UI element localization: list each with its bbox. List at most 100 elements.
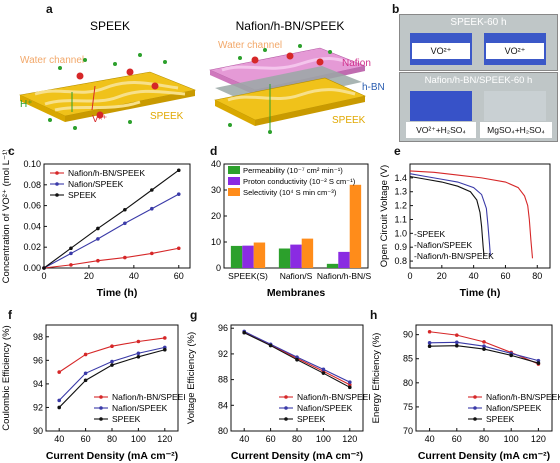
- data-point: [295, 357, 299, 362]
- y-axis-label: Coulombic Efficiency (%): [1, 325, 12, 430]
- data-point: [83, 352, 88, 357]
- x-tick-label: 100: [131, 434, 146, 444]
- legend-entry: Nafion/SPEEK: [112, 403, 168, 413]
- x-tick-label: 60: [452, 434, 462, 444]
- data-point: [110, 359, 114, 364]
- h-plus-label: H⁺: [20, 99, 33, 110]
- bar-1: [338, 251, 350, 268]
- data-point: [455, 333, 459, 337]
- bar-1: [242, 245, 254, 268]
- y-tick-label: 88: [218, 375, 228, 385]
- chart-d: Membranes 0 10 20 30 40 SPEEK(S) Nafion/S Nafion…: [211, 159, 372, 299]
- x-axis-label: Current Density (mA cm⁻²): [46, 450, 178, 462]
- y-tick-label: 40: [211, 159, 221, 169]
- x-tick-label: 60: [266, 434, 276, 444]
- data-point: [150, 206, 154, 211]
- data-point: [136, 339, 141, 344]
- bar-2: [253, 242, 266, 268]
- data-point: [482, 340, 486, 344]
- data-point: [509, 353, 513, 358]
- x-tick-label: 120: [157, 434, 172, 444]
- y-axis-label: Voltage Efficiency (%): [186, 332, 197, 424]
- bar-0: [326, 263, 339, 268]
- legend-marker: [99, 417, 103, 421]
- y-tick-label: 0.04: [23, 221, 41, 231]
- y-tick-label: 1.0: [394, 228, 407, 238]
- ion-dots-right: [228, 44, 332, 134]
- series-line-1: [43, 193, 180, 269]
- series-line-0: [409, 175, 485, 256]
- chart-c: Time (h) Concentration of VO²⁺ (mol L⁻¹) 0…: [1, 150, 191, 299]
- x-tick-label: 60: [81, 434, 91, 444]
- legend-entry: -Nafion/h-BN/SPEEK: [414, 251, 494, 261]
- legend-marker: [284, 406, 288, 410]
- data-point: [110, 363, 114, 367]
- bar-2: [349, 184, 362, 268]
- y-tick-label: 30: [211, 185, 221, 195]
- legend-marker: [99, 395, 103, 399]
- panel-label-g: g: [190, 308, 198, 322]
- legend-entry: Selectivity (10⁴ S min cm⁻³): [243, 188, 337, 197]
- series-line-0: [58, 337, 165, 373]
- legend-entry: Permeability (10⁻⁷ cm² min⁻¹): [243, 166, 343, 175]
- panel-label-f: f: [8, 308, 12, 322]
- legend-marker: [99, 406, 103, 410]
- y-tick-label: 0.9: [394, 242, 407, 252]
- data-point: [268, 343, 273, 348]
- series-line-2: [43, 169, 180, 269]
- x-tick-label: Nafion/S: [280, 271, 313, 281]
- x-axis-label: Current Density (mA cm⁻²): [231, 450, 363, 462]
- series-line-2: [409, 170, 534, 259]
- schematic-left-title: SPEEK: [90, 19, 130, 33]
- vial-bottom-left: [410, 91, 472, 121]
- legend-swatch: [228, 166, 240, 174]
- x-tick-label: 60: [500, 271, 510, 281]
- x-tick-label: 40: [54, 434, 64, 444]
- x-tick-label: 40: [129, 271, 139, 281]
- data-point: [136, 355, 141, 359]
- legend-marker: [473, 417, 477, 421]
- legend-entry: SPEEK: [486, 414, 515, 424]
- data-point: [427, 344, 432, 348]
- data-point: [57, 398, 61, 403]
- chart-e: Time (h) Open Circuit Voltage (V) 0 20 40 60 8…: [379, 163, 551, 299]
- data-point: [136, 351, 141, 356]
- data-point: [123, 207, 127, 212]
- legend-swatch: [228, 177, 240, 185]
- y-tick-label: 96: [218, 323, 228, 333]
- legend-entry: -Nafion/SPEEK: [414, 240, 472, 250]
- data-point: [455, 340, 459, 345]
- legend-entry: Nafion/SPEEK: [68, 179, 124, 189]
- data-point: [42, 266, 46, 270]
- bar-2: [301, 238, 314, 268]
- data-point: [96, 226, 100, 231]
- data-point: [482, 344, 486, 348]
- x-tick-label: 60: [174, 271, 184, 281]
- x-axis-label: Current Density (mA cm⁻²): [418, 450, 550, 462]
- data-point: [348, 385, 352, 390]
- plot-frame: [409, 163, 551, 269]
- legend-marker: [55, 193, 59, 197]
- y-tick-label: 92: [33, 402, 43, 412]
- x-tick-label: 120: [342, 434, 357, 444]
- data-point: [110, 344, 114, 348]
- vial-top-left-label: VO²⁺: [412, 43, 470, 59]
- panel-label-b: b: [392, 2, 400, 16]
- y-tick-label: 0.8: [394, 256, 407, 266]
- water-channel-left-label: Water channel: [20, 55, 84, 66]
- vial-bottom-left-label: VO²⁺+H₂SO₄: [406, 122, 476, 138]
- composite-membrane: [209, 47, 367, 126]
- legend-marker: [284, 395, 288, 399]
- chart-g: Current Density (mA cm⁻²) Voltage Efficie…: [186, 323, 370, 462]
- y-tick-label: 1.2: [394, 201, 407, 211]
- ion-dots-left: [48, 53, 167, 130]
- y-tick-label: 90: [33, 426, 43, 436]
- data-point: [57, 405, 61, 410]
- legend-entry: SPEEK: [68, 190, 97, 200]
- legend-entry: Proton conductivity (10⁻² S cm⁻¹): [243, 177, 356, 186]
- data-point: [321, 367, 326, 372]
- legend-entry: Nafion/h-BN/SPEEK: [112, 392, 185, 402]
- panel-label-h: h: [370, 308, 378, 322]
- chart-f: Current Density (mA cm⁻²) Coulombic Effic…: [1, 324, 185, 462]
- data-point: [96, 237, 100, 241]
